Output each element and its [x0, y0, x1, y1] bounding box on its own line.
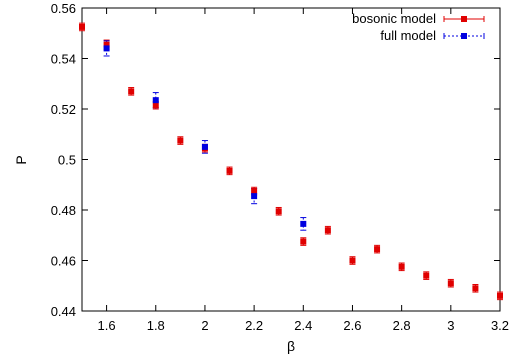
data-point	[472, 285, 479, 292]
data-point	[201, 143, 208, 150]
legend-marker	[461, 33, 467, 39]
data-point	[447, 280, 454, 287]
legend-swatch-bosonic	[443, 16, 485, 22]
data-point	[251, 188, 258, 195]
y-tick-label: 0.44	[51, 304, 76, 319]
data-point	[300, 220, 307, 227]
data-point	[497, 292, 503, 299]
y-axis-label: P	[13, 155, 29, 164]
y-tick-label: 0.56	[51, 1, 76, 16]
data-point	[300, 238, 307, 245]
x-axis-label: β	[287, 338, 295, 354]
data-point	[275, 208, 282, 215]
x-tick-label: 2.2	[245, 318, 263, 333]
ticks	[82, 7, 501, 312]
data-point	[177, 137, 184, 144]
y-tick-label: 0.54	[51, 52, 76, 67]
x-tick-label: 3.2	[491, 318, 509, 333]
error-bars	[79, 22, 503, 301]
x-tick-label: 2.8	[393, 318, 411, 333]
data-point	[349, 257, 356, 264]
data-point	[226, 167, 233, 174]
tick-labels: 1.6 1.8 2 2.2 2.4 2.6 2.8 3 3.2 0.44 0.46 0.48 0.5 0.…	[51, 1, 509, 333]
y-tick-label: 0.46	[51, 254, 76, 269]
y-tick-label: 0.48	[51, 203, 76, 218]
data-point	[79, 23, 85, 30]
data-point	[128, 88, 135, 95]
x-tick-label: 2	[201, 318, 208, 333]
x-tick-label: 2.4	[294, 318, 312, 333]
legend-marker	[461, 16, 467, 22]
data-point	[374, 246, 381, 253]
data-point	[103, 41, 110, 48]
data-points	[79, 23, 503, 299]
x-tick-label: 3	[447, 318, 454, 333]
legend-swatch-full	[443, 33, 485, 39]
legend-label-full: full model	[380, 28, 436, 43]
x-tick-label: 1.6	[98, 318, 116, 333]
x-tick-label: 2.6	[343, 318, 361, 333]
data-point	[398, 263, 405, 270]
data-point	[152, 97, 159, 104]
legend-label-bosonic: bosonic model	[352, 11, 436, 26]
data-point	[152, 102, 159, 109]
data-point	[103, 45, 110, 52]
y-tick-label: 0.5	[58, 153, 76, 168]
data-point	[423, 272, 430, 279]
y-tick-label: 0.52	[51, 102, 76, 117]
x-tick-label: 1.8	[147, 318, 165, 333]
data-point	[251, 193, 258, 200]
plot-frame	[81, 7, 501, 312]
data-point	[324, 227, 331, 234]
legend: bosonic model full model	[352, 11, 485, 43]
